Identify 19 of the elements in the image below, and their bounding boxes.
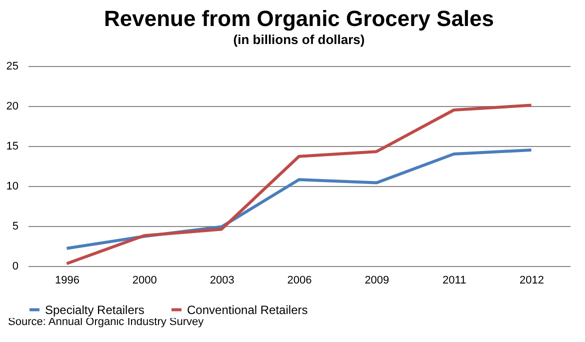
x-tick-label: 1996 — [54, 274, 80, 286]
x-tick-label: 2003 — [210, 274, 234, 286]
y-tick-label: 10 — [6, 180, 18, 192]
chart-subtitle: (in billions of dollars) — [233, 32, 365, 47]
x-tick-label: 2000 — [132, 274, 157, 286]
x-tick-label: 2009 — [364, 274, 390, 286]
y-tick-label: 15 — [6, 140, 18, 152]
x-tick-label: 2011 — [442, 274, 466, 286]
legend-label: Conventional Retailers — [187, 302, 308, 317]
x-tick-label: 2006 — [287, 274, 312, 286]
chart-title: Revenue from Organic Grocery Sales — [104, 6, 494, 31]
source-note: Source: Annual Organic Industry Survey — [7, 316, 205, 328]
y-tick-label: 5 — [12, 220, 18, 232]
y-tick-label: 20 — [6, 100, 18, 112]
x-tick-label: 2012 — [520, 274, 544, 286]
y-tick-label: 25 — [6, 60, 18, 72]
y-tick-label: 0 — [12, 260, 18, 272]
legend-label: Specialty Retailers — [45, 302, 144, 317]
line-series — [65, 104, 533, 266]
